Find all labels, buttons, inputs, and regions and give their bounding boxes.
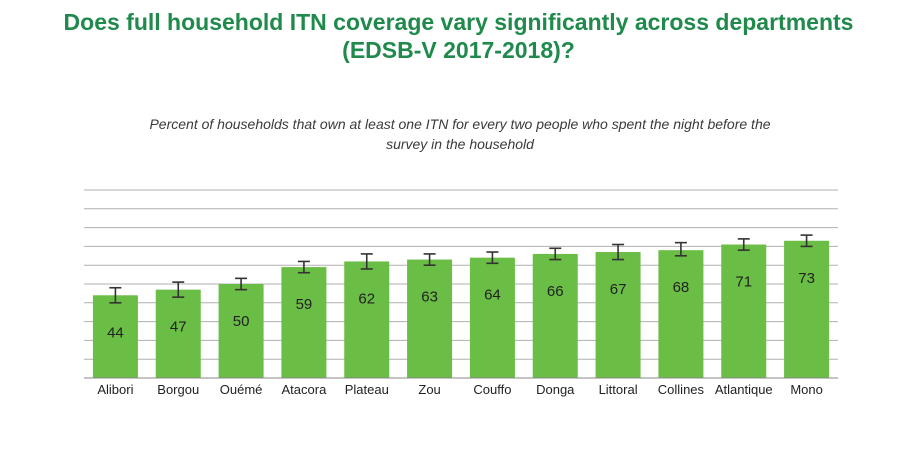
category-label: Couffo bbox=[473, 382, 511, 397]
data-label: 50 bbox=[233, 313, 250, 330]
subtitle-line-1: Percent of households that own at least … bbox=[149, 116, 771, 132]
category-label: Collines bbox=[658, 382, 705, 397]
category-label: Zou bbox=[418, 382, 440, 397]
data-label: 73 bbox=[798, 270, 815, 287]
bar-mono bbox=[784, 240, 830, 378]
data-label: 68 bbox=[673, 279, 690, 296]
category-label: Mono bbox=[790, 382, 823, 397]
title-line-2: (EDSB-V 2017-2018)? bbox=[342, 37, 575, 63]
bar-borgou bbox=[155, 289, 201, 378]
bar-alibori bbox=[92, 295, 138, 378]
category-label: Littoral bbox=[599, 382, 638, 397]
category-label: Atacora bbox=[282, 382, 328, 397]
data-label: 62 bbox=[358, 290, 375, 307]
bar-littoral bbox=[595, 252, 641, 378]
subtitle-line-2: survey in the household bbox=[386, 136, 534, 152]
bar-plateau bbox=[344, 261, 390, 378]
data-label: 59 bbox=[296, 296, 313, 313]
chart-subtitle: Percent of households that own at least … bbox=[80, 114, 840, 154]
bar-donga bbox=[532, 253, 578, 378]
category-label: Borgou bbox=[157, 382, 199, 397]
category-label: Plateau bbox=[345, 382, 389, 397]
data-label: 67 bbox=[610, 281, 627, 298]
data-label: 44 bbox=[107, 324, 124, 341]
data-label: 66 bbox=[547, 283, 564, 300]
data-label: 71 bbox=[735, 274, 752, 291]
chart-title: Does full household ITN coverage vary si… bbox=[0, 8, 917, 64]
category-label: Alibori bbox=[97, 382, 133, 397]
data-label: 63 bbox=[421, 289, 438, 306]
title-line-1: Does full household ITN coverage vary si… bbox=[63, 9, 854, 35]
category-label: Donga bbox=[536, 382, 575, 397]
category-label: Atlantique bbox=[715, 382, 773, 397]
data-label: 64 bbox=[484, 287, 501, 304]
bar-collines bbox=[658, 250, 704, 378]
bar-zou bbox=[407, 259, 453, 378]
category-label: Ouémé bbox=[220, 382, 263, 397]
bar-atacora bbox=[281, 267, 327, 378]
bar-ouémé bbox=[218, 284, 264, 378]
bar-atlantique bbox=[721, 244, 767, 378]
data-label: 47 bbox=[170, 319, 187, 336]
bar-couffo bbox=[469, 257, 515, 378]
